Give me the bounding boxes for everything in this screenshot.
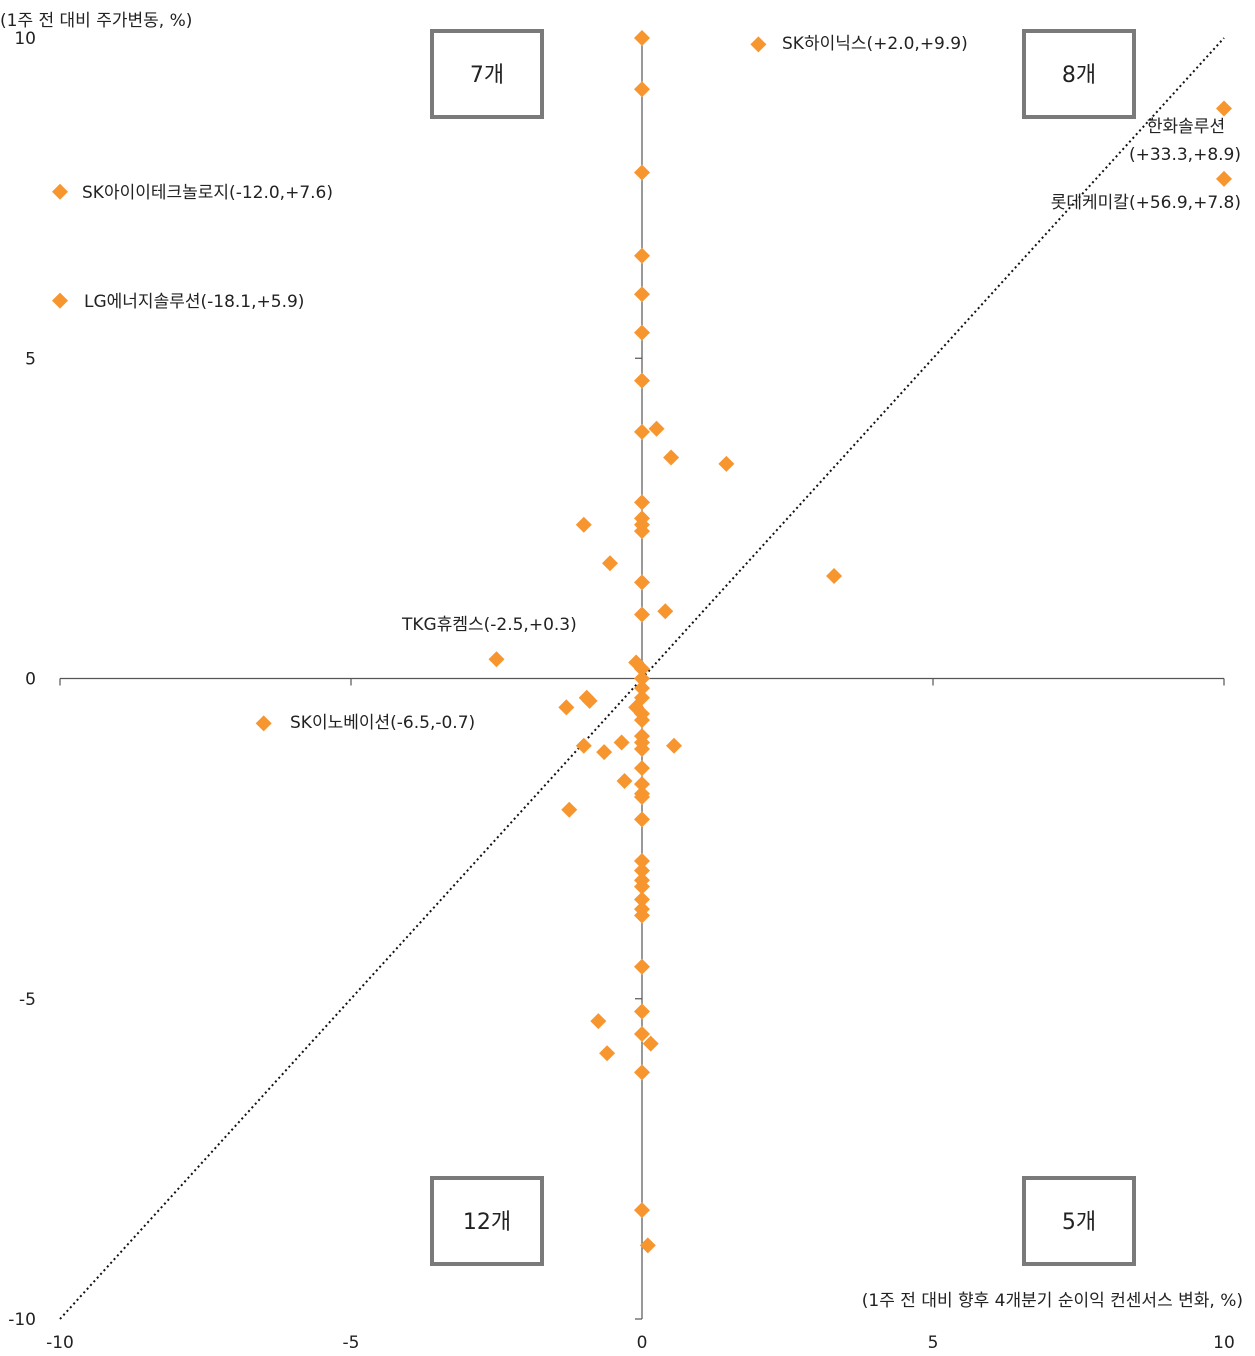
point-label: SK아이이테크놀로지(-12.0,+7.6) (82, 183, 333, 203)
point-label: LG에너지솔루션(-18.1,+5.9) (84, 292, 304, 312)
x-tick-label: 5 (928, 1333, 939, 1353)
data-point (750, 36, 767, 53)
x-axis-title: (1주 전 대비 향후 4개분기 순이익 컨센서스 변화, %) (862, 1291, 1243, 1311)
data-point (642, 1035, 659, 1052)
data-point (599, 1045, 616, 1062)
data-point (634, 891, 650, 908)
data-point (634, 660, 650, 677)
data-point (634, 286, 650, 303)
quadrant-layer: 7개 8개 12개 5개 (430, 29, 1136, 1266)
data-point (634, 907, 650, 924)
data-point (634, 523, 650, 540)
data-point (634, 1202, 650, 1219)
data-point (634, 760, 650, 777)
point-label: SK이노베이션(-6.5,-0.7) (290, 713, 475, 733)
data-point (663, 449, 680, 466)
data-point (1216, 100, 1232, 117)
data-point (634, 324, 650, 341)
point-label: TKG휴켐스(-2.5,+0.3) (401, 615, 577, 635)
y-tick-label: 0 (25, 670, 36, 690)
data-point (634, 574, 650, 591)
data-point (634, 1025, 650, 1042)
point-label: 한화솔루션 (1147, 117, 1225, 137)
data-point (634, 30, 650, 46)
data-point (634, 788, 650, 805)
quadrant-count-bottom-left: 12개 (463, 1210, 511, 1235)
data-point (1216, 170, 1232, 187)
data-point (634, 853, 650, 870)
data-point (634, 372, 650, 389)
data-point (52, 183, 68, 200)
y-tick-label: 5 (25, 349, 36, 369)
data-point (634, 670, 650, 687)
data-point (634, 878, 650, 895)
data-point (666, 737, 683, 754)
data-point (634, 1064, 650, 1081)
data-point (558, 699, 575, 716)
data-point (634, 1003, 650, 1020)
y-tick-label: 10 (14, 29, 36, 49)
data-point (648, 420, 665, 437)
x-tick-label: 0 (637, 1333, 648, 1353)
data-point (634, 494, 650, 511)
point-label: 롯데케미칼(+56.9,+7.8) (1051, 193, 1241, 213)
point-label: (+33.3,+8.9) (1129, 145, 1241, 165)
data-point (634, 958, 650, 975)
data-point (596, 744, 613, 761)
data-point (634, 740, 650, 757)
data-point (718, 455, 735, 472)
data-point (657, 603, 674, 620)
data-point (639, 1237, 656, 1254)
data-point (616, 772, 633, 789)
data-point (826, 568, 843, 585)
data-point (255, 715, 272, 732)
quadrant-box-bottom-right (1022, 1176, 1136, 1266)
data-point (613, 734, 630, 751)
quadrant-count-top-left: 7개 (470, 63, 504, 88)
data-point (634, 423, 650, 440)
axis-layer: -10 -5 0 5 10 10 5 0 -5 -10 (8, 29, 1235, 1353)
data-point (590, 1013, 607, 1030)
data-point (634, 712, 650, 729)
data-point (634, 680, 650, 697)
data-point (575, 516, 592, 533)
quadrant-box-top-right (1022, 29, 1136, 119)
point-label: SK하이닉스(+2.0,+9.9) (782, 34, 968, 54)
label-layer: SK하이닉스(+2.0,+9.9) 한화솔루션 (+33.3,+8.9) 롯데케미칼(… (82, 34, 1241, 733)
y-axis-title: (1주 전 대비 주가변동, %) (0, 11, 192, 31)
quadrant-box-bottom-left (430, 1176, 544, 1266)
data-point (634, 606, 650, 623)
quadrant-count-bottom-right: 5개 (1062, 1210, 1096, 1235)
data-point (601, 555, 618, 572)
data-point (634, 862, 650, 879)
data-point (575, 737, 592, 754)
point-layer (52, 30, 1232, 1254)
x-tick-label: -5 (343, 1333, 360, 1353)
data-point (634, 81, 650, 98)
quadrant-count-top-right: 8개 (1062, 63, 1096, 88)
y-tick-label: -10 (8, 1310, 36, 1330)
data-point (488, 651, 505, 668)
data-point (561, 801, 578, 818)
data-point (634, 811, 650, 828)
data-point (634, 247, 650, 264)
x-tick-label: -10 (46, 1333, 74, 1353)
data-point (634, 164, 650, 181)
quadrant-box-top-left (430, 29, 544, 119)
x-tick-label: 10 (1213, 1333, 1235, 1353)
data-point (634, 776, 650, 793)
data-point (581, 692, 598, 709)
y-tick-label: -5 (19, 990, 36, 1010)
data-point (52, 292, 68, 309)
